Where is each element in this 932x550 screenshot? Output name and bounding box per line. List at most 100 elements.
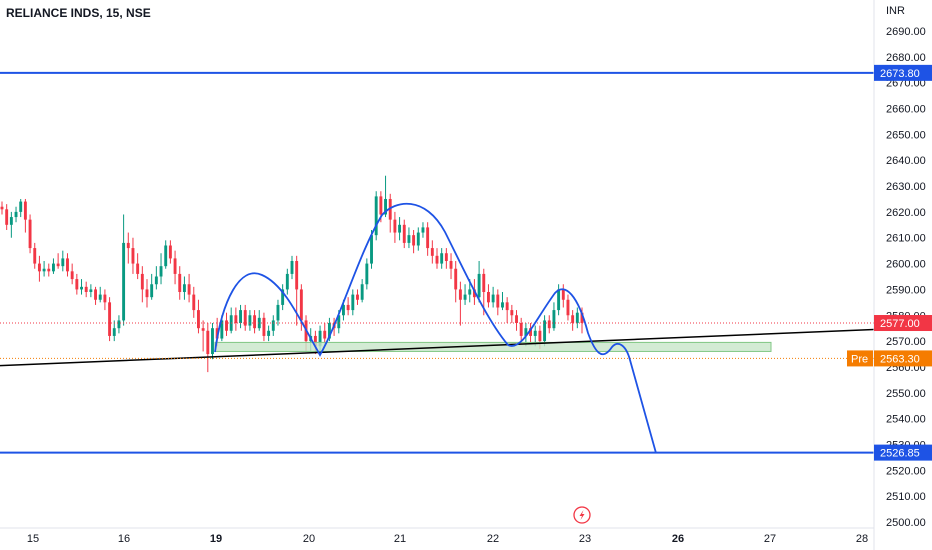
candle-body[interactable]	[477, 273, 481, 298]
candle-body[interactable]	[61, 258, 65, 267]
candle-body[interactable]	[267, 330, 271, 336]
candle-body[interactable]	[136, 263, 140, 274]
candle-body[interactable]	[360, 284, 364, 300]
candle-body[interactable]	[547, 320, 551, 329]
support-zone[interactable]	[214, 341, 772, 352]
candle-body[interactable]	[472, 289, 476, 298]
candle-body[interactable]	[23, 201, 27, 220]
candle-body[interactable]	[28, 219, 32, 249]
candle-body[interactable]	[491, 294, 495, 303]
candle-body[interactable]	[220, 320, 224, 339]
candle-body[interactable]	[56, 263, 60, 267]
candle-body[interactable]	[126, 242, 130, 249]
candle-body[interactable]	[37, 263, 41, 272]
candle-body[interactable]	[421, 227, 425, 233]
candle-body[interactable]	[487, 292, 490, 303]
candle-body[interactable]	[75, 279, 79, 290]
candle-body[interactable]	[253, 315, 257, 329]
candle-body[interactable]	[42, 268, 46, 272]
candle-body[interactable]	[98, 294, 102, 300]
candle-body[interactable]	[426, 227, 430, 249]
candle-body[interactable]	[515, 315, 518, 324]
lightning-icon[interactable]	[573, 506, 591, 524]
candle-body[interactable]	[215, 328, 219, 339]
candle-body[interactable]	[192, 294, 196, 311]
candle-body[interactable]	[9, 217, 13, 225]
candle-body[interactable]	[197, 310, 200, 329]
candle-body[interactable]	[187, 284, 191, 295]
candle-body[interactable]	[388, 198, 392, 220]
candle-body[interactable]	[412, 235, 416, 246]
candle-body[interactable]	[276, 304, 280, 321]
candle-body[interactable]	[295, 260, 299, 290]
candle-body[interactable]	[449, 260, 453, 269]
candle-body[interactable]	[566, 299, 570, 316]
candle-body[interactable]	[173, 258, 177, 274]
candle-body[interactable]	[379, 196, 383, 215]
candle-body[interactable]	[225, 320, 228, 331]
candle-body[interactable]	[108, 302, 112, 336]
candle-body[interactable]	[482, 273, 486, 293]
candle-body[interactable]	[47, 268, 51, 272]
candle-body[interactable]	[262, 317, 266, 336]
candle-body[interactable]	[243, 310, 247, 326]
candle-body[interactable]	[580, 312, 584, 324]
candle-body[interactable]	[239, 310, 242, 324]
candle-body[interactable]	[257, 317, 261, 329]
candle-body[interactable]	[458, 289, 462, 300]
candle-body[interactable]	[370, 235, 373, 264]
candle-body[interactable]	[290, 260, 294, 274]
candle-body[interactable]	[323, 330, 327, 339]
candle-body[interactable]	[519, 323, 523, 336]
candle-body[interactable]	[524, 328, 528, 336]
candle-body[interactable]	[122, 242, 126, 321]
candle-body[interactable]	[103, 294, 107, 303]
candle-body[interactable]	[463, 294, 467, 300]
candle-body[interactable]	[402, 224, 406, 243]
candle-body[interactable]	[52, 263, 55, 272]
candle-body[interactable]	[140, 273, 144, 290]
candle-body[interactable]	[510, 310, 514, 316]
candle-body[interactable]	[430, 248, 434, 256]
candle-body[interactable]	[557, 289, 561, 311]
candle-body[interactable]	[94, 289, 97, 300]
candle-body[interactable]	[356, 294, 359, 300]
candle-body[interactable]	[543, 320, 547, 342]
candle-body[interactable]	[351, 294, 355, 311]
candle-body[interactable]	[384, 198, 387, 215]
candle-body[interactable]	[313, 335, 317, 347]
candle-body[interactable]	[234, 315, 238, 324]
candle-body[interactable]	[435, 255, 439, 264]
candle-body[interactable]	[285, 273, 289, 290]
candle-body[interactable]	[538, 330, 542, 342]
candle-body[interactable]	[248, 315, 252, 326]
candle-body[interactable]	[393, 219, 397, 233]
candle-body[interactable]	[112, 328, 116, 336]
candle-body[interactable]	[70, 271, 74, 280]
candle-body[interactable]	[444, 253, 448, 261]
candle-body[interactable]	[66, 258, 69, 272]
candle-body[interactable]	[501, 302, 504, 308]
candle-body[interactable]	[318, 330, 322, 347]
candle-body[interactable]	[182, 284, 186, 293]
candle-body[interactable]	[5, 209, 9, 225]
candle-body[interactable]	[201, 328, 205, 331]
candle-body[interactable]	[440, 253, 444, 264]
candle-body[interactable]	[533, 330, 537, 336]
candle-body[interactable]	[145, 289, 149, 298]
candle-body[interactable]	[571, 315, 575, 324]
candle-body[interactable]	[178, 273, 182, 293]
candle-body[interactable]	[84, 286, 88, 293]
candle-body[interactable]	[365, 263, 369, 285]
candle-body[interactable]	[19, 201, 23, 212]
candle-body[interactable]	[454, 268, 458, 290]
head-and-shoulders-pattern[interactable]	[214, 202, 657, 454]
candle-body[interactable]	[211, 328, 214, 355]
candle-body[interactable]	[346, 304, 350, 311]
candle-body[interactable]	[407, 235, 411, 243]
candle-body[interactable]	[271, 320, 275, 331]
candle-body[interactable]	[299, 289, 303, 321]
candle-body[interactable]	[561, 289, 565, 300]
candle-body[interactable]	[89, 289, 93, 293]
